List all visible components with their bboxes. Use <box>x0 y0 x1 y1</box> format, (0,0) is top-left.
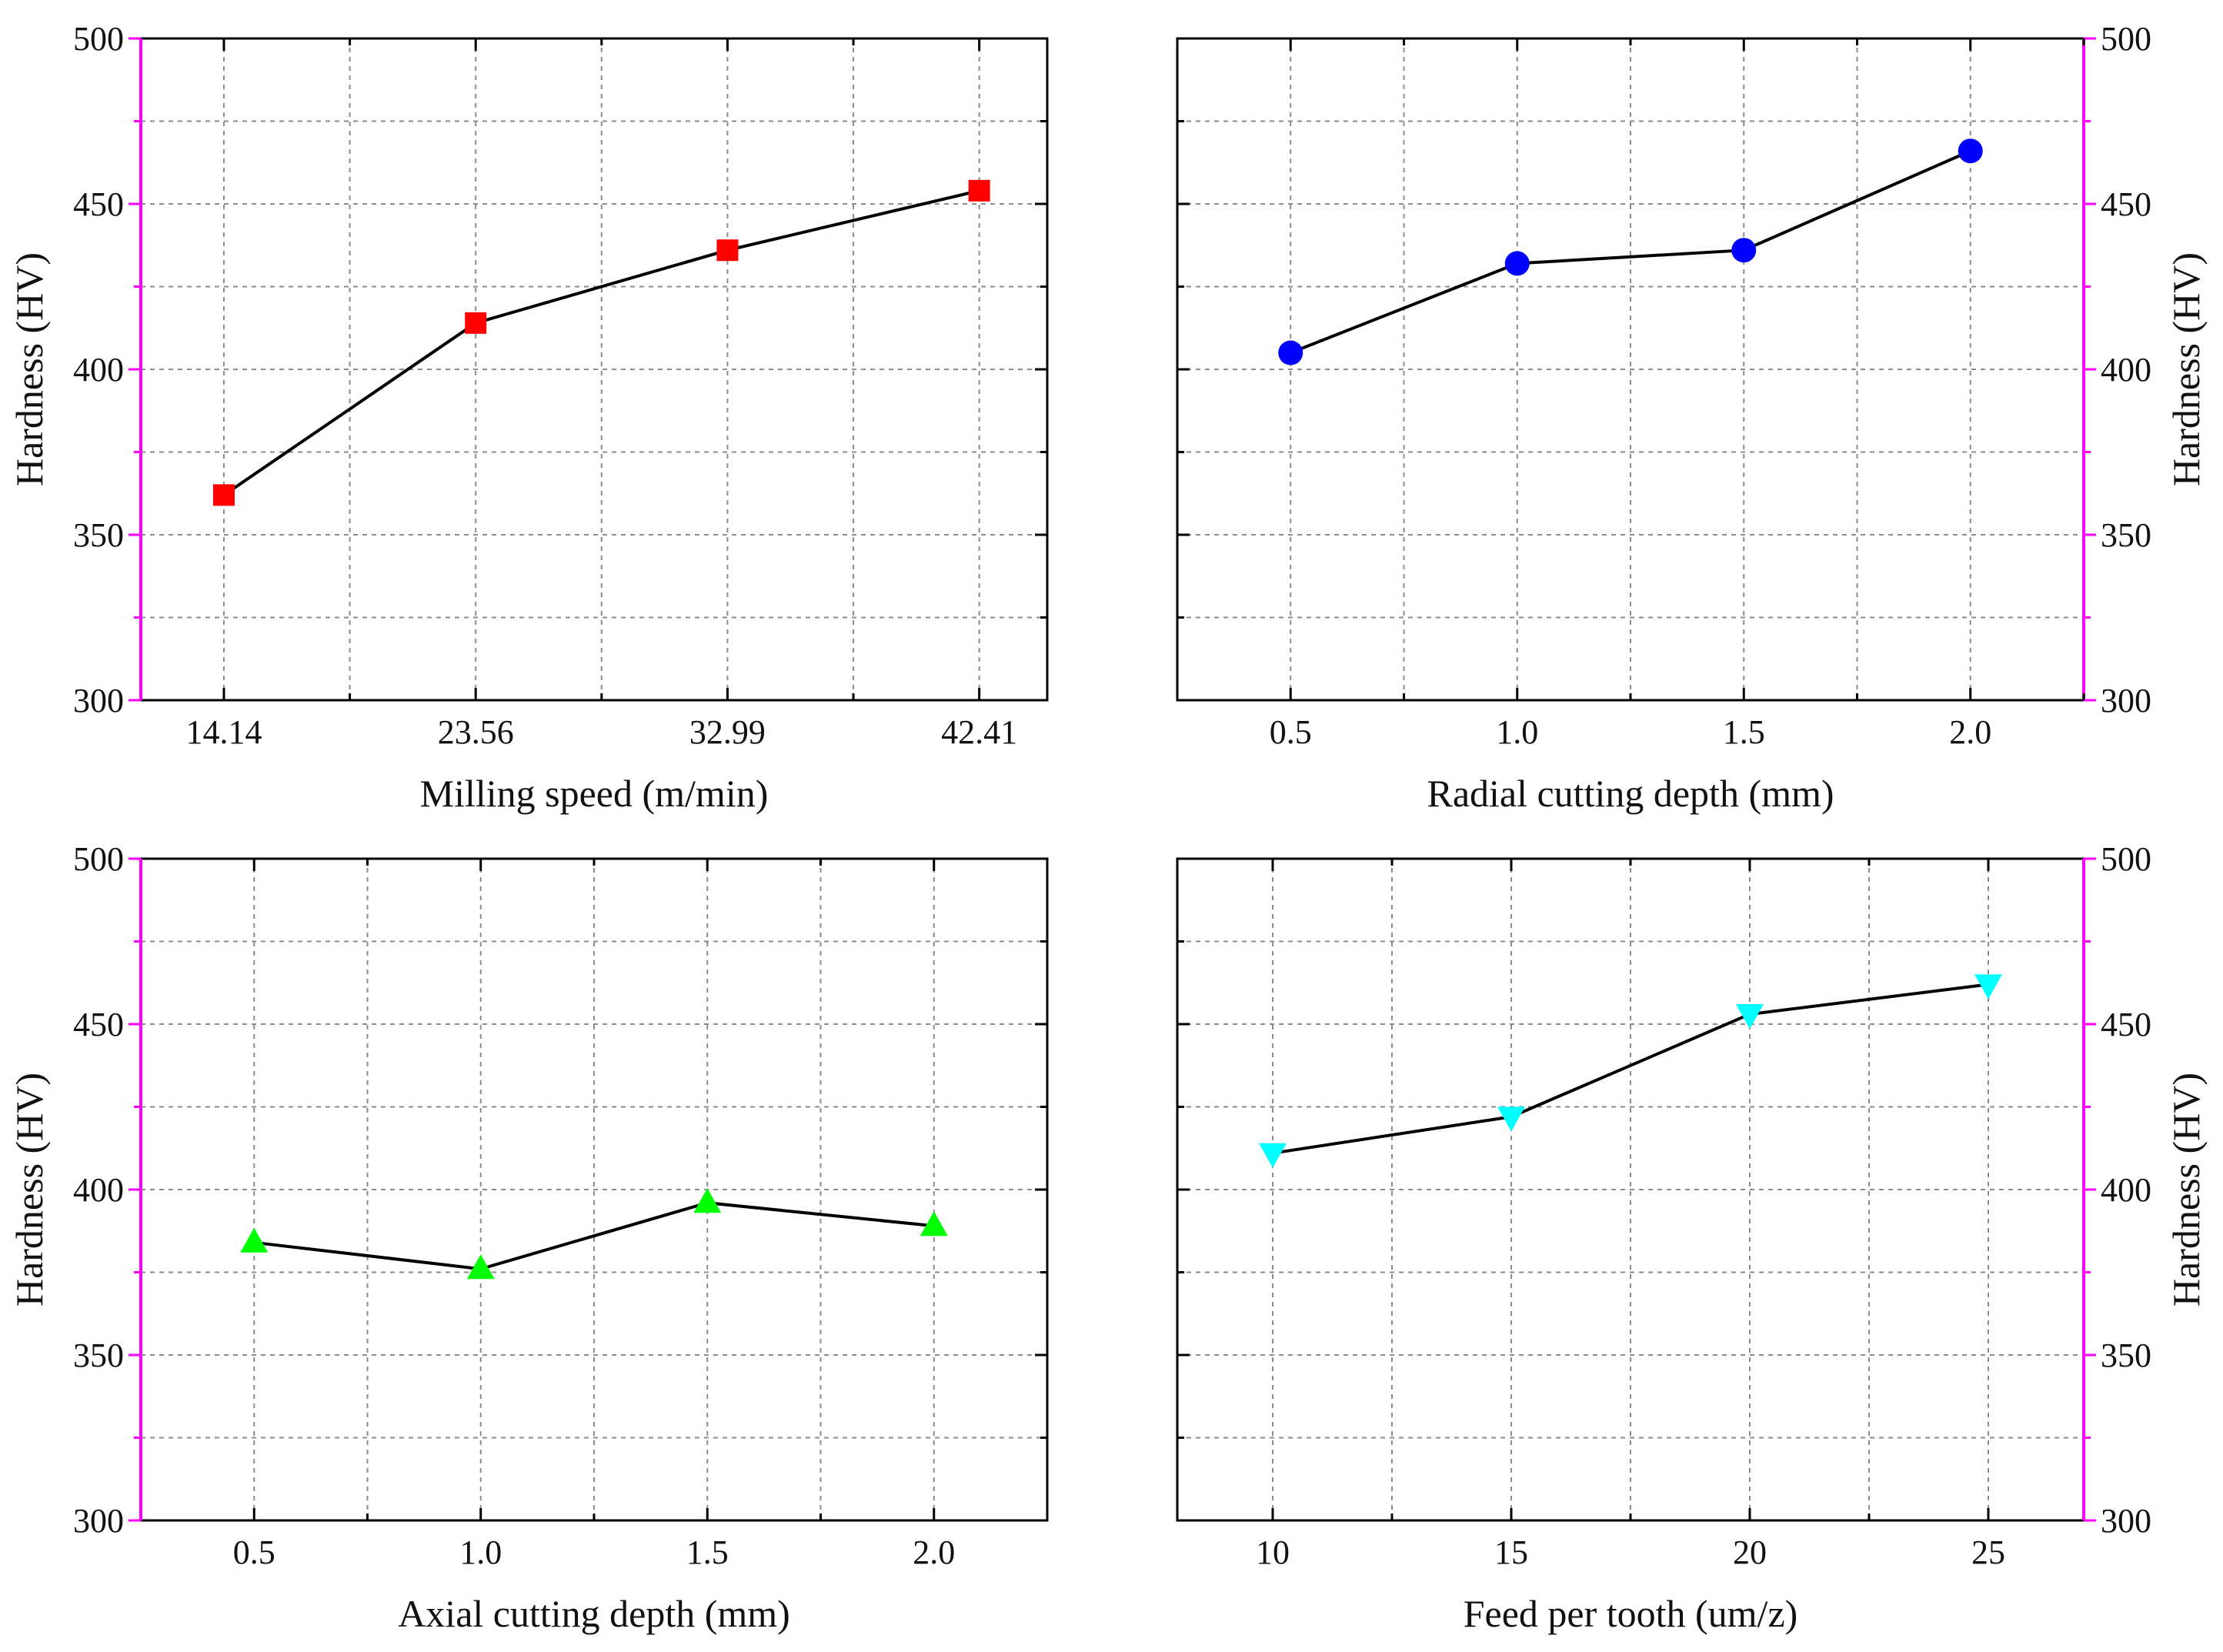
y-tick-label: 450 <box>2101 185 2151 223</box>
y-axis-title: Hardness (HV) <box>8 1073 51 1307</box>
x-axis-title: Milling speed (m/min) <box>420 772 769 815</box>
data-point <box>1504 251 1530 276</box>
y-tick-label: 500 <box>2101 20 2151 58</box>
x-tick-label: 0.5 <box>233 1534 275 1571</box>
y-tick-label: 400 <box>2101 351 2151 389</box>
series-line <box>254 1201 934 1271</box>
x-tick-label: 20 <box>1733 1534 1767 1571</box>
chart-panel-axial-cutting-depth: 300 350 400 450 500 0.5 1.0 1.5 2.0 Axial cutting… <box>8 840 1049 1635</box>
data-point <box>1958 139 1983 164</box>
data-point <box>1259 1143 1287 1168</box>
y-axis-title: Hardness (HV) <box>2165 252 2208 486</box>
data-point <box>920 1211 948 1236</box>
data-point <box>240 1227 269 1253</box>
x-tick-label: 2.0 <box>1949 713 1991 751</box>
y-tick-label: 400 <box>73 351 124 389</box>
y-tick-label: 500 <box>73 20 124 58</box>
y-tick-label: 350 <box>73 516 124 554</box>
x-axis-title: Axial cutting depth (mm) <box>398 1592 790 1635</box>
y-tick-label: 350 <box>73 1337 124 1374</box>
series-line <box>1272 983 1989 1155</box>
y-tick-label: 300 <box>2101 682 2151 719</box>
x-tick-label: 15 <box>1494 1534 1528 1571</box>
x-tick-label: 10 <box>1256 1534 1290 1571</box>
y-tick-label: 350 <box>2101 516 2151 554</box>
y-axis-title: Hardness (HV) <box>8 252 51 486</box>
series-line <box>1290 149 1971 355</box>
y-tick-label: 400 <box>73 1171 124 1209</box>
y-axis-title: Hardness (HV) <box>2165 1073 2208 1307</box>
y-tick-label: 300 <box>73 1502 124 1540</box>
y-tick-label: 450 <box>73 1006 124 1043</box>
y-tick-label: 450 <box>73 185 124 223</box>
x-tick-label: 14.14 <box>185 713 262 751</box>
x-tick-label: 1.5 <box>1723 713 1765 751</box>
data-point <box>716 239 739 262</box>
data-point <box>1736 1004 1764 1030</box>
data-point <box>466 1254 495 1280</box>
x-tick-label: 2.0 <box>913 1534 955 1571</box>
y-tick-label: 350 <box>2101 1337 2151 1374</box>
data-point <box>212 484 235 506</box>
x-tick-label: 1.0 <box>1496 713 1538 751</box>
x-tick-label: 1.0 <box>459 1534 502 1571</box>
data-point <box>1497 1106 1525 1132</box>
x-tick-label: 1.5 <box>686 1534 729 1571</box>
x-tick-label: 25 <box>1971 1534 2005 1571</box>
chart-panel-milling-speed: 300 350 400 450 500 14.14 23.56 32.99 42.41 Milli… <box>8 20 1049 815</box>
data-point <box>465 312 487 334</box>
series-line <box>222 189 980 497</box>
x-tick-label: 42.41 <box>941 713 1017 751</box>
chart-panel-feed-per-tooth: 300 350 400 450 500 10 15 20 25 Feed per tooth (u… <box>1176 840 2208 1635</box>
data-point <box>1974 974 2002 1000</box>
data-point <box>1278 340 1303 365</box>
y-tick-label: 500 <box>2101 840 2151 878</box>
y-tick-label: 300 <box>73 682 124 719</box>
data-point <box>1731 238 1757 263</box>
data-point <box>968 179 990 202</box>
y-tick-label: 400 <box>2101 1171 2151 1209</box>
x-tick-label: 0.5 <box>1270 713 1312 751</box>
y-tick-label: 450 <box>2101 1006 2151 1043</box>
data-point <box>693 1188 722 1213</box>
y-tick-label: 500 <box>73 840 124 878</box>
x-axis-title: Radial cutting depth (mm) <box>1427 772 1834 815</box>
x-tick-label: 32.99 <box>689 713 766 751</box>
x-axis-title: Feed per tooth (um/z) <box>1464 1592 1798 1635</box>
x-tick-label: 23.56 <box>438 713 514 751</box>
y-tick-label: 300 <box>2101 1502 2151 1540</box>
chart-panel-radial-cutting-depth: 300 350 400 450 500 0.5 1.0 1.5 2.0 Radial cuttin… <box>1176 20 2208 815</box>
